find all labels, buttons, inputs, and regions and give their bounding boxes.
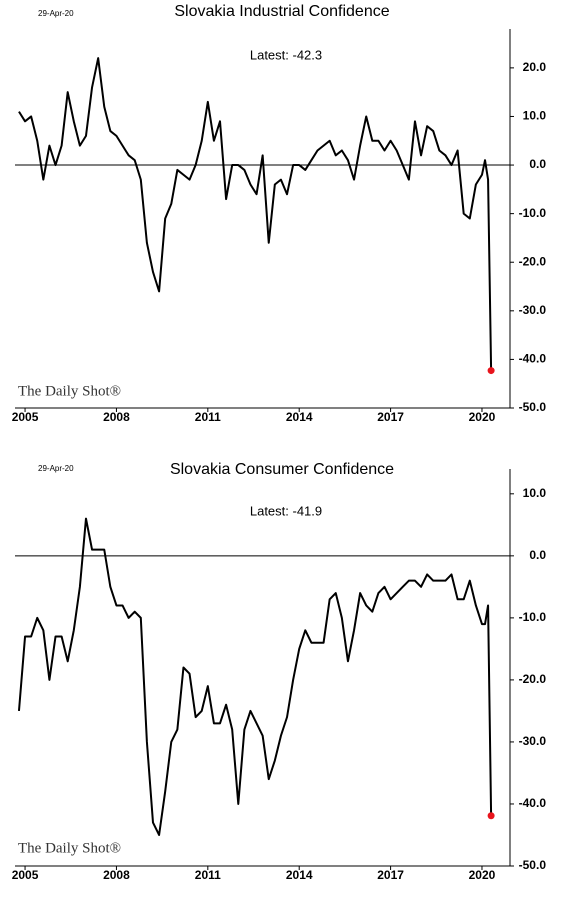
- x-tick-label: 2020: [469, 868, 496, 882]
- x-tick-label: 2005: [12, 868, 39, 882]
- y-tick-label: -40.0: [519, 352, 547, 366]
- x-tick-label: 2014: [286, 868, 313, 882]
- y-tick-label: 0.0: [529, 548, 546, 562]
- watermark: The Daily Shot®: [18, 383, 121, 399]
- series-line: [18, 57, 493, 371]
- x-tick-label: 2020: [469, 410, 496, 424]
- series-line: [17, 517, 493, 836]
- y-tick-label: -10.0: [519, 610, 547, 624]
- x-tick-label: 2011: [195, 868, 221, 882]
- y-tick-label: -30.0: [519, 734, 547, 748]
- y-tick-label: -20.0: [519, 672, 547, 686]
- annotation: Latest: -42.3: [250, 47, 322, 62]
- x-tick-label: 2008: [103, 868, 130, 882]
- chart-consumer: 29-Apr-20 Slovakia Consumer Confidence Lat…: [12, 461, 547, 882]
- date: 29-Apr-20: [38, 9, 74, 18]
- y-tick-label: 10.0: [523, 109, 547, 123]
- x-tick-label: 2011: [195, 410, 221, 424]
- y-tick-label: -20.0: [519, 254, 547, 268]
- y-tick-label: 10.0: [523, 486, 547, 500]
- x-tick-label: 2005: [12, 410, 39, 424]
- x-tick-label: 2017: [377, 410, 404, 424]
- y-tick-label: -50.0: [519, 400, 547, 414]
- chart-title: Slovakia Consumer Confidence: [170, 461, 394, 478]
- chart-industrial: 29-Apr-20 Slovakia Industrial Confidence L…: [12, 3, 547, 424]
- chart-title: Slovakia Industrial Confidence: [174, 3, 389, 20]
- y-tick-label: -50.0: [519, 858, 547, 872]
- y-tick-label: -40.0: [519, 796, 547, 810]
- y-tick-label: 20.0: [523, 60, 547, 74]
- latest-marker: [487, 812, 495, 820]
- x-tick-label: 2017: [377, 868, 404, 882]
- latest-marker: [487, 367, 495, 375]
- x-tick-label: 2008: [103, 410, 130, 424]
- annotation: Latest: -41.9: [250, 503, 322, 518]
- y-tick-label: 0.0: [529, 157, 546, 171]
- date: 29-Apr-20: [38, 464, 74, 473]
- watermark: The Daily Shot®: [18, 840, 121, 856]
- x-tick-label: 2014: [286, 410, 313, 424]
- y-tick-label: -10.0: [519, 206, 547, 220]
- y-tick-label: -30.0: [519, 303, 547, 317]
